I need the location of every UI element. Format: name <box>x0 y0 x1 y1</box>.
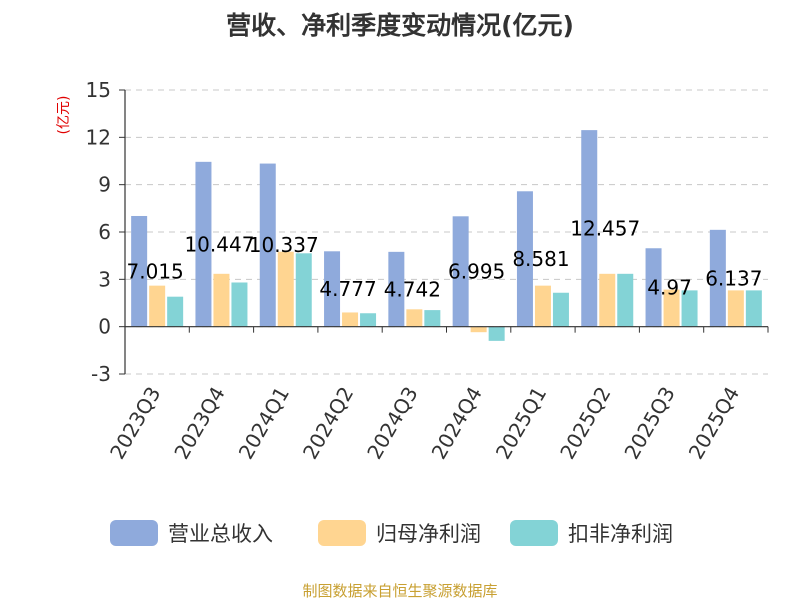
y-tick-label: 3 <box>98 267 111 291</box>
legend-label: 扣非净利润 <box>568 522 673 546</box>
bar-1 <box>195 161 212 327</box>
x-tick-labels: 2023Q3 2023Q4 2024Q1 2024Q2 2024Q3 2024Q4 2025… <box>105 383 744 464</box>
bar-1 <box>581 130 598 327</box>
bar-3 <box>552 292 569 327</box>
bar-3 <box>681 290 698 327</box>
bar-2 <box>342 312 359 327</box>
y-tick-label: 0 <box>98 315 111 339</box>
bar-1 <box>516 191 533 327</box>
legend-label: 归母净利润 <box>376 522 481 546</box>
bar-1 <box>452 216 469 327</box>
x-tick-label: 2024Q3 <box>362 383 422 464</box>
bar-2 <box>149 285 166 327</box>
bar-2 <box>599 273 616 327</box>
bar-3 <box>231 282 248 327</box>
y-tick-label: 12 <box>86 125 111 149</box>
source-note: 制图数据来自恒生聚源数据库 <box>302 582 497 600</box>
bar-2 <box>277 251 294 327</box>
bars <box>131 130 762 341</box>
bar-2 <box>727 290 744 327</box>
bar-3 <box>360 313 377 327</box>
data-label: 6.137 <box>705 266 762 290</box>
bar-3 <box>617 273 634 327</box>
bar-1 <box>645 248 662 327</box>
bar-1 <box>324 251 341 327</box>
axes <box>119 89 769 375</box>
bar-1 <box>709 229 726 327</box>
bar-2 <box>470 326 487 333</box>
legend: 营业总收入 归母净利润 扣非净利润 <box>110 520 673 546</box>
x-tick-label: 2024Q1 <box>234 383 294 464</box>
bar-3 <box>295 253 312 327</box>
bar-3 <box>167 296 184 327</box>
x-tick-label: 2024Q2 <box>298 383 358 464</box>
x-tick-label: 2024Q4 <box>427 383 487 464</box>
data-label: 10.337 <box>249 233 319 257</box>
y-tick-labels: -3 0 3 6 9 12 15 <box>86 78 111 386</box>
y-tick-label: 9 <box>98 173 111 197</box>
bar-1 <box>259 163 276 327</box>
x-tick-label: 2025Q3 <box>619 383 679 464</box>
bar-2 <box>406 309 423 327</box>
x-tick-label: 2025Q1 <box>491 383 551 464</box>
bar-1 <box>388 251 405 327</box>
bar-3 <box>488 326 505 341</box>
legend-swatch <box>318 520 366 546</box>
y-tick-label: 6 <box>98 220 111 244</box>
x-tick-label: 2023Q3 <box>105 383 165 464</box>
chart-title: 营收、净利季度变动情况(亿元) <box>226 11 574 40</box>
data-label: 6.995 <box>448 259 505 283</box>
data-label: 7.015 <box>127 259 184 283</box>
y-tick-label: 15 <box>86 78 111 102</box>
bar-2 <box>663 289 680 327</box>
data-label: 4.97 <box>647 275 692 299</box>
bar-3 <box>424 310 441 327</box>
data-label: 4.777 <box>319 277 376 301</box>
x-tick-label: 2025Q4 <box>684 383 744 464</box>
legend-swatch <box>510 520 558 546</box>
x-tick-label: 2023Q4 <box>169 383 229 464</box>
x-tick-label: 2025Q2 <box>555 383 615 464</box>
data-label: 10.447 <box>184 232 254 256</box>
data-label: 12.457 <box>570 216 640 240</box>
y-axis-label: (亿元) <box>56 96 72 135</box>
legend-swatch <box>110 520 158 546</box>
legend-label: 营业总收入 <box>168 522 273 546</box>
bar-1 <box>131 215 148 327</box>
bar-2 <box>213 273 230 327</box>
data-label: 8.581 <box>512 247 569 271</box>
bar-2 <box>534 285 551 327</box>
y-tick-label: -3 <box>91 362 111 386</box>
data-label: 4.742 <box>384 277 441 301</box>
bar-3 <box>745 290 762 327</box>
